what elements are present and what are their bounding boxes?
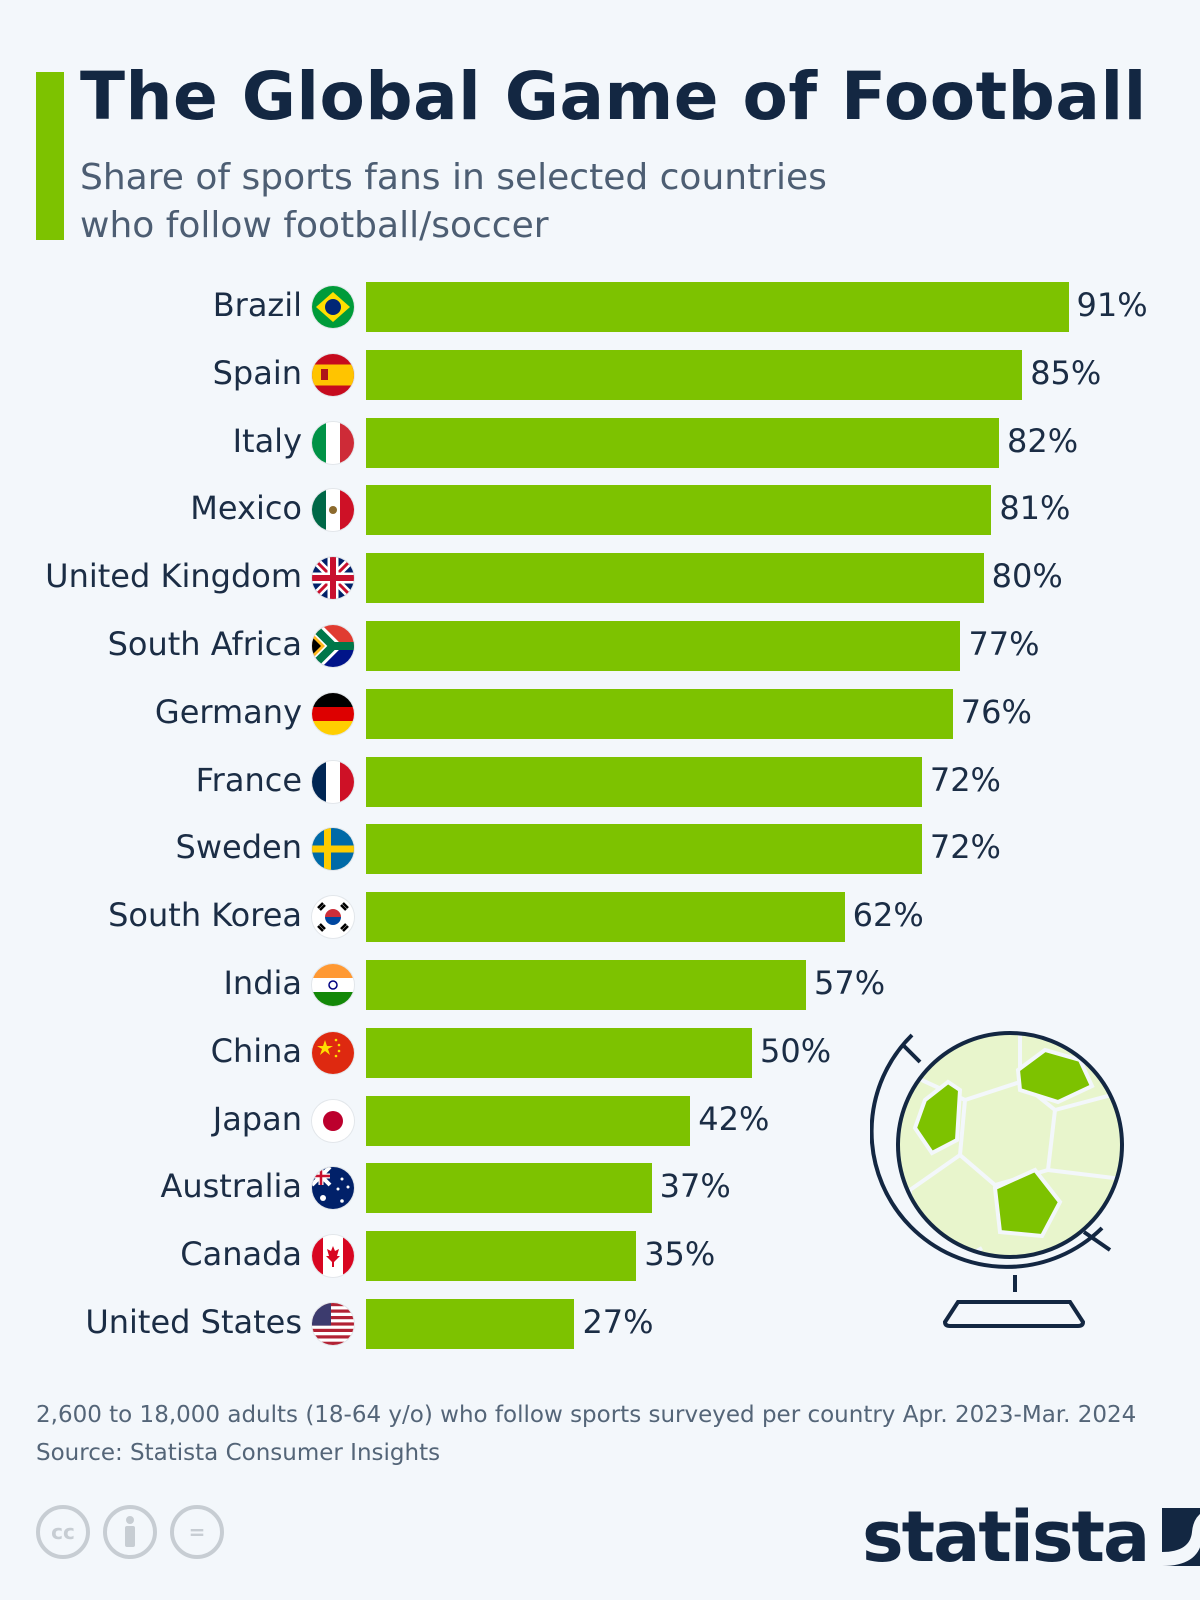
- bar[interactable]: [366, 485, 992, 536]
- source-text: Source: Statista Consumer Insights: [36, 1440, 441, 1466]
- bar-row: South Korea 62%: [0, 892, 1200, 943]
- south-korea-flag-icon: [312, 896, 354, 939]
- value-label: 35%: [644, 1235, 716, 1274]
- sweden-flag-icon: [312, 828, 354, 871]
- value-label: 85%: [1030, 353, 1102, 392]
- bar-row: China 50%: [0, 1027, 1200, 1078]
- chart-subtitle: Share of sports fans in selected countri…: [80, 154, 980, 250]
- bar[interactable]: [366, 553, 984, 604]
- country-label: Germany: [154, 692, 302, 731]
- person-icon: [125, 1516, 135, 1547]
- germany-flag-icon: [312, 692, 354, 735]
- chart-title: The Global Game of Football: [80, 58, 1147, 135]
- italy-flag-icon: [312, 421, 354, 464]
- bar-row: Japan 42%: [0, 1095, 1200, 1146]
- logo-text: statista: [862, 1496, 1150, 1578]
- bar-row: India 57%: [0, 960, 1200, 1010]
- cc-icon[interactable]: cc: [36, 1505, 90, 1559]
- bar-row: Germany 76%: [0, 688, 1200, 739]
- country-label: United Kingdom: [45, 557, 302, 596]
- attribution-icon[interactable]: [103, 1505, 157, 1559]
- canada-flag-icon: [312, 1235, 354, 1278]
- country-label: Brazil: [212, 286, 302, 324]
- subtitle-line-2: who follow football/soccer: [80, 205, 549, 246]
- south-africa-flag-icon: [312, 625, 354, 667]
- statista-mark-icon: [1162, 1508, 1200, 1566]
- country-label: Canada: [180, 1235, 302, 1274]
- value-label: 91%: [1076, 286, 1148, 324]
- uk-flag-icon: [312, 557, 354, 600]
- country-label: Spain: [212, 353, 302, 392]
- value-label: 77%: [968, 625, 1040, 663]
- country-label: Sweden: [175, 828, 302, 867]
- value-label: 82%: [1007, 421, 1079, 460]
- bar-row: Italy 82%: [0, 417, 1200, 468]
- bar-row: Australia 37%: [0, 1163, 1200, 1214]
- bar-row: Canada 35%: [0, 1231, 1200, 1282]
- value-label: 42%: [698, 1099, 770, 1138]
- country-label: Italy: [232, 421, 302, 460]
- country-label: Japan: [212, 1099, 302, 1138]
- bar[interactable]: [366, 349, 1023, 400]
- bar-row: United Kingdom 80%: [0, 553, 1200, 604]
- bar[interactable]: [366, 417, 1000, 468]
- value-label: 72%: [929, 760, 1001, 799]
- spain-flag-icon: [312, 353, 354, 396]
- value-label: 50%: [760, 1031, 832, 1070]
- value-label: 76%: [960, 692, 1032, 731]
- country-label: India: [223, 964, 302, 1002]
- bar[interactable]: [366, 1163, 652, 1214]
- title-accent-bar: [36, 72, 64, 240]
- no-derivatives-icon[interactable]: =: [170, 1505, 224, 1559]
- bar-row: Spain 85%: [0, 349, 1200, 400]
- statista-logo[interactable]: statista: [862, 1502, 1200, 1572]
- bar[interactable]: [366, 960, 807, 1010]
- australia-flag-icon: [312, 1167, 354, 1210]
- mexico-flag-icon: [312, 489, 354, 532]
- france-flag-icon: [312, 760, 354, 803]
- country-label: China: [210, 1031, 302, 1070]
- country-label: Australia: [160, 1167, 302, 1206]
- bar-row: Mexico 81%: [0, 485, 1200, 536]
- bar-row: South Africa 77%: [0, 621, 1200, 671]
- country-label: South Korea: [108, 896, 302, 935]
- soccer-ball-globe-icon: [870, 1031, 1124, 1328]
- country-label: United States: [85, 1303, 302, 1341]
- value-label: 80%: [991, 557, 1063, 596]
- bar[interactable]: [366, 892, 845, 943]
- bar-row: Brazil 91%: [0, 282, 1200, 332]
- value-label: 72%: [929, 828, 1001, 867]
- value-label: 27%: [582, 1303, 654, 1341]
- license-icons: cc =: [36, 1505, 224, 1559]
- country-label: France: [195, 760, 302, 799]
- bar[interactable]: [366, 621, 961, 671]
- bar-row: United States 27%: [0, 1299, 1200, 1349]
- value-label: 37%: [659, 1167, 731, 1206]
- value-label: 62%: [852, 896, 924, 935]
- value-label: 81%: [999, 489, 1071, 528]
- bar[interactable]: [366, 1027, 752, 1078]
- country-label: Mexico: [190, 489, 302, 528]
- value-label: 57%: [814, 964, 886, 1002]
- usa-flag-icon: [312, 1303, 354, 1345]
- subtitle-line-1: Share of sports fans in selected countri…: [80, 157, 827, 198]
- bar-row: France 72%: [0, 756, 1200, 807]
- china-flag-icon: [312, 1031, 354, 1074]
- bar-row: Sweden 72%: [0, 824, 1200, 875]
- bar[interactable]: [366, 1095, 691, 1146]
- brazil-flag-icon: [312, 286, 354, 328]
- japan-flag-icon: [312, 1099, 354, 1142]
- bar[interactable]: [366, 824, 922, 875]
- country-label: South Africa: [107, 625, 302, 663]
- bar[interactable]: [366, 756, 922, 807]
- bar[interactable]: [366, 282, 1069, 332]
- survey-note: 2,600 to 18,000 adults (18-64 y/o) who f…: [36, 1402, 1137, 1428]
- india-flag-icon: [312, 964, 354, 1006]
- bar[interactable]: [366, 1299, 575, 1349]
- bar[interactable]: [366, 688, 953, 739]
- bar[interactable]: [366, 1231, 637, 1282]
